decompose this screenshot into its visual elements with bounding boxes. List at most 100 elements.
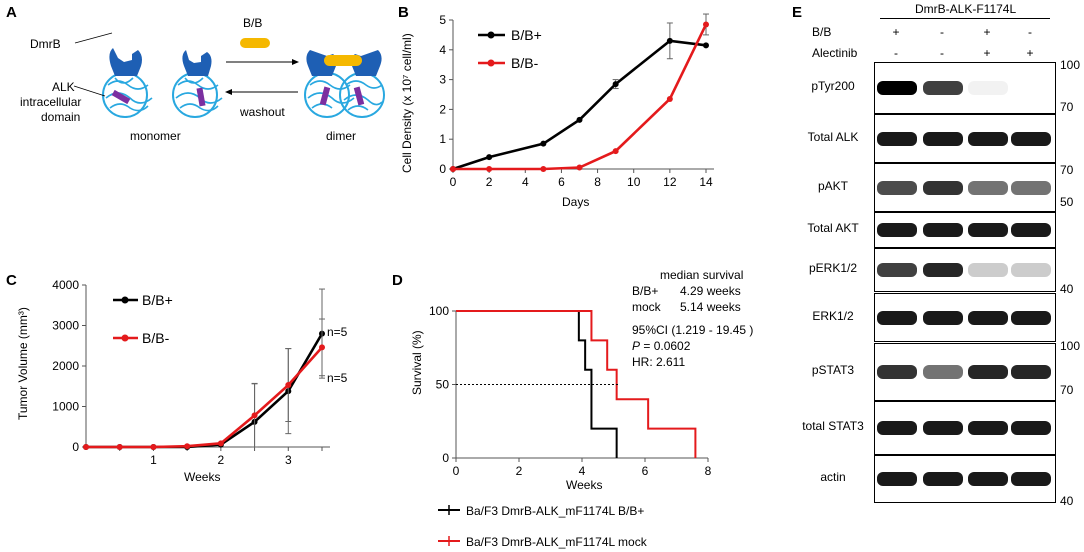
blot-band (968, 131, 1008, 146)
blot-band (968, 223, 1008, 237)
blot-band (1011, 365, 1051, 379)
blot-band (1011, 263, 1051, 277)
mw-marker: 40 (1060, 282, 1074, 296)
mw-marker: 40 (1060, 494, 1074, 508)
y-tick-label: 0 (439, 162, 446, 176)
blot-band (877, 223, 917, 237)
alk-domain-shape (102, 72, 148, 118)
chart-c-ylabel: Tumor Volume (mm³) (16, 307, 30, 420)
data-point (116, 444, 123, 450)
lane-bb-sign: - (940, 25, 944, 39)
blot-label: pERK1/2 (808, 261, 858, 275)
lane-bb-sign: + (983, 25, 991, 39)
alk-label-line1: ALK (52, 80, 75, 94)
blot-band (1011, 310, 1051, 325)
km-row2-name: mock (632, 300, 661, 314)
lane-alectinib-sign: - (940, 46, 944, 60)
data-point (83, 444, 89, 450)
monomer-right (172, 50, 223, 118)
y-tick-label: 5 (439, 13, 446, 27)
blot-band (877, 131, 917, 146)
chart-c-xlabel: Weeks (184, 470, 221, 484)
data-point (540, 166, 547, 172)
x-tick-label: 2 (218, 453, 225, 467)
blot-label: pSTAT3 (811, 363, 855, 377)
y-tick-label: 3000 (52, 319, 79, 333)
series-line-2 (453, 23, 708, 171)
blot-band (923, 263, 963, 277)
blot-band (877, 180, 917, 195)
blot-band (923, 472, 963, 486)
blot-image (874, 212, 1056, 248)
series-line-1 (456, 310, 618, 458)
data-point (450, 166, 456, 172)
data-point (612, 148, 619, 155)
km-pvalue: P = 0.0602 (632, 339, 691, 353)
series-line-2 (86, 346, 323, 449)
km-row2-value: 5.14 weeks (680, 300, 741, 314)
blot-label: pAKT (817, 178, 848, 193)
alk-label-line3: domain (41, 110, 81, 124)
data-point (285, 382, 292, 389)
y-tick-label: 0 (72, 440, 79, 454)
blot-band (968, 421, 1008, 435)
y-tick-label: 4 (439, 43, 446, 57)
mw-marker: 50 (1060, 195, 1074, 209)
chart-d-xlabel: Weeks (566, 478, 603, 492)
blot-band (877, 365, 917, 379)
blot-band (968, 180, 1008, 195)
km-row1-name: B/B+ (632, 284, 659, 298)
blot-band (1011, 223, 1051, 237)
data-point (150, 444, 157, 450)
blot-label: Total ALK (807, 129, 859, 144)
blot-title-rule (880, 18, 1050, 19)
x-tick-label: 4 (522, 175, 529, 189)
legend-label: B/B+ (511, 27, 542, 43)
blot-image (874, 293, 1056, 342)
blot-band (968, 472, 1008, 486)
data-point (285, 388, 292, 395)
x-tick-label: 0 (453, 464, 460, 478)
km-hr: HR: 2.611 (632, 355, 686, 369)
data-point (486, 166, 493, 172)
chart-b-xlabel: Days (562, 195, 590, 209)
lane-alectinib-sign: + (1026, 46, 1034, 60)
panel-e-letter: E (792, 4, 803, 21)
mw-marker: 70 (1060, 100, 1074, 114)
legend-marker (121, 334, 129, 342)
blot-band (1011, 472, 1051, 486)
blot-band (877, 472, 917, 486)
y-tick-label: 4000 (52, 278, 79, 292)
blot-alectinib-row-label: Alectinib (812, 46, 858, 60)
data-point (184, 443, 191, 450)
washout-label: washout (240, 105, 285, 119)
lane-bb-sign: + (892, 25, 900, 39)
ligand-bound-shape (324, 55, 362, 66)
panel-c-letter: C (6, 272, 17, 289)
mw-marker: 70 (1060, 383, 1074, 397)
km-median-header: median survival (660, 268, 744, 282)
blot-band (877, 421, 917, 435)
lane-bb-sign: - (1028, 25, 1032, 39)
ligand-free-shape (240, 38, 270, 48)
y-tick-label: 2 (439, 102, 446, 116)
data-point (450, 166, 456, 172)
monomer-left (102, 48, 153, 118)
data-point (319, 330, 325, 337)
x-tick-label: 12 (663, 175, 677, 189)
dmrb-label: DmrB (30, 37, 61, 51)
blot-image (874, 401, 1056, 455)
mw-marker: 100 (1060, 58, 1081, 72)
blot-band (968, 365, 1008, 379)
x-tick-label: 6 (558, 175, 565, 189)
n-label: n=5 (327, 371, 348, 385)
panel-d-letter: D (392, 272, 403, 289)
blot-band (968, 263, 1008, 277)
data-point (319, 344, 325, 351)
data-point (150, 444, 157, 450)
blot-band (1011, 131, 1051, 146)
data-point (666, 37, 673, 44)
blot-image (874, 343, 1056, 401)
data-point (486, 154, 493, 161)
blot-band (923, 131, 963, 146)
